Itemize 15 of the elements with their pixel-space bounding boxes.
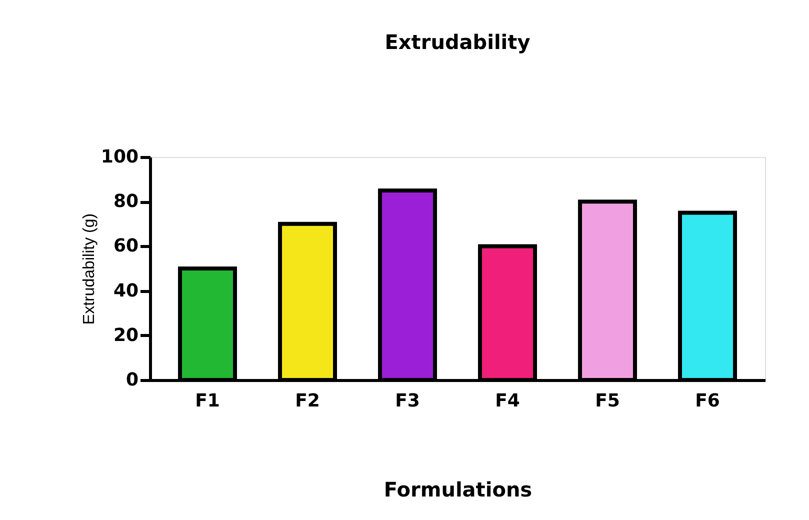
y-tick-label: 40 xyxy=(113,280,138,302)
y-tick-label: 20 xyxy=(113,324,138,346)
x-tick-label: F3 xyxy=(395,390,420,412)
y-tick-label: 80 xyxy=(113,191,138,212)
x-tick-label: F5 xyxy=(595,390,620,412)
y-tick-label: 0 xyxy=(126,370,138,390)
y-tick-label: 60 xyxy=(113,236,138,257)
chart-title: Extrudability xyxy=(384,30,530,54)
x-tick-label: F4 xyxy=(495,390,520,412)
y-tick-label: 100 xyxy=(100,146,138,168)
x-tick-label: F1 xyxy=(195,390,220,412)
x-axis-title: Formulations xyxy=(384,478,532,502)
x-tick-label: F2 xyxy=(295,390,320,412)
x-tick-label: F6 xyxy=(695,390,720,412)
y-axis-title: Extrudability (g) xyxy=(80,213,98,325)
